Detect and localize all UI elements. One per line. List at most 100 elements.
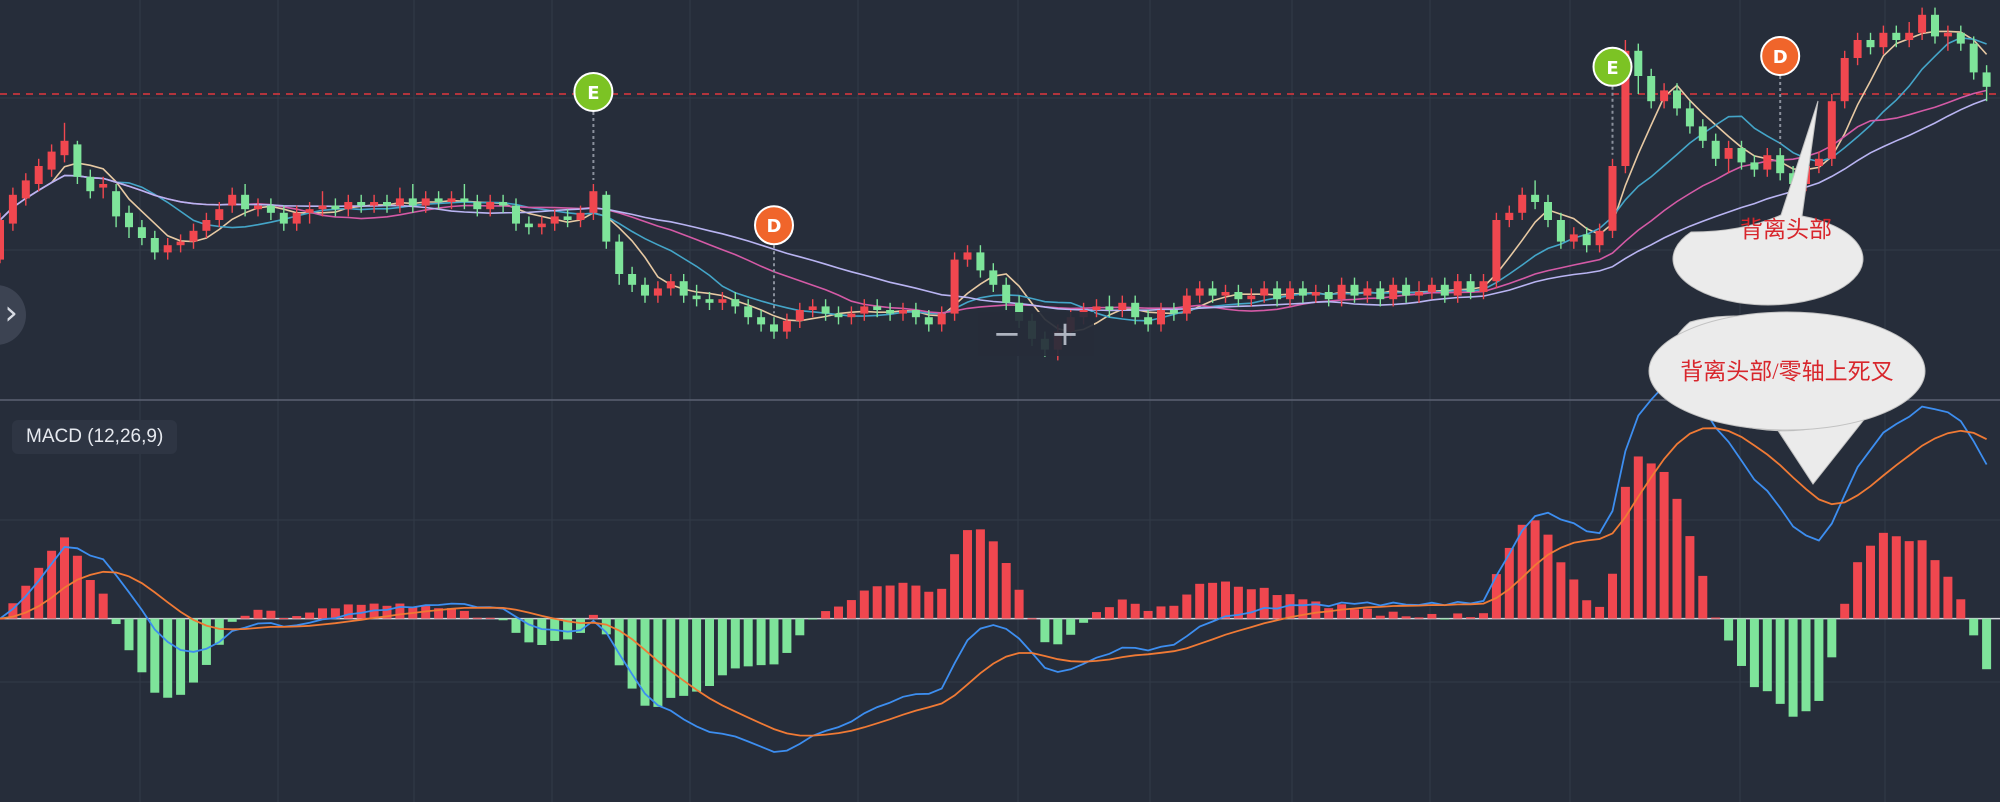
- candle-body: [615, 241, 624, 274]
- candle-body: [1221, 292, 1230, 296]
- macd-histogram-bar: [356, 604, 366, 619]
- macd-histogram-bar: [924, 591, 934, 619]
- candle-body: [1853, 40, 1862, 58]
- macd-histogram-bar: [1324, 608, 1334, 619]
- macd-histogram-bar: [1853, 562, 1863, 619]
- macd-histogram-bar: [111, 618, 121, 625]
- signal-markers[interactable]: E D E D: [573, 36, 1801, 314]
- candle-body: [254, 205, 262, 210]
- candle-body: [821, 306, 830, 314]
- macd-histogram-bar: [1569, 579, 1579, 619]
- candle-body: [744, 306, 753, 318]
- macd-histogram-bar: [1285, 594, 1295, 619]
- macd-histogram-bar: [227, 618, 237, 622]
- candle-body: [1389, 284, 1398, 300]
- macd-indicator-label[interactable]: MACD (12,26,9): [12, 420, 178, 454]
- macd-histogram-bar: [1762, 618, 1772, 692]
- macd-histogram-bar: [1195, 583, 1205, 619]
- candle-body: [86, 176, 95, 192]
- callout-text-2: 背离头部/零轴上死叉: [1680, 359, 1893, 384]
- candle-body: [950, 259, 959, 314]
- macd-histogram-bar: [1040, 618, 1050, 643]
- candle-body: [331, 205, 340, 210]
- macd-histogram-bar: [434, 608, 444, 619]
- macd-histogram-bar: [1582, 600, 1592, 619]
- macd-histogram-bar: [1182, 594, 1192, 619]
- zoom-in-button[interactable]: +: [1050, 314, 1080, 354]
- candle-body: [899, 310, 907, 314]
- candle-body: [34, 166, 43, 184]
- macd-histogram-bar: [1479, 613, 1488, 619]
- macd-histogram-bar: [1633, 456, 1643, 619]
- macd-histogram-bar: [730, 618, 740, 669]
- chevron-right-icon: ›: [4, 293, 18, 333]
- candle-body: [524, 223, 533, 228]
- candle-body: [292, 212, 301, 224]
- macd-histogram-bar: [421, 606, 431, 619]
- candle-body: [1711, 140, 1720, 159]
- candle-body: [1131, 302, 1140, 318]
- macd-histogram-bar: [1259, 587, 1269, 619]
- macd-histogram-bar: [1453, 613, 1463, 619]
- candle-body: [1415, 292, 1423, 296]
- macd-histogram-bar: [537, 618, 547, 645]
- signal-marker-e[interactable]: [1592, 46, 1633, 87]
- macd-histogram-bar: [614, 618, 624, 666]
- macd-histogram-bar: [988, 541, 998, 619]
- signal-marker-d[interactable]: [754, 205, 794, 246]
- candle-body: [1673, 90, 1681, 109]
- candle-body: [176, 241, 185, 246]
- candle-body: [357, 202, 366, 206]
- zoom-out-button[interactable]: −: [992, 314, 1022, 354]
- candle-body: [1466, 281, 1475, 292]
- candle-body: [460, 198, 469, 202]
- candle-body: [112, 191, 121, 217]
- candle-body: [911, 310, 920, 318]
- candle-body: [1350, 284, 1359, 296]
- macd-histogram-bar: [1014, 589, 1024, 619]
- candle-body: [163, 245, 172, 253]
- macd-histogram-bar: [821, 611, 831, 619]
- macd-histogram-bar: [240, 615, 250, 619]
- candle-body: [834, 313, 843, 318]
- macd-histogram-bar: [563, 618, 573, 640]
- macd-histogram-bar: [201, 618, 211, 665]
- candle-body: [473, 202, 482, 210]
- macd-histogram-bar: [1066, 618, 1076, 635]
- candle-body: [576, 212, 585, 220]
- macd-histogram-bar: [85, 580, 95, 619]
- macd-histogram-bar: [447, 608, 456, 619]
- candle-body: [1647, 76, 1656, 102]
- macd-histogram-bar: [756, 618, 766, 666]
- macd-histogram-bar: [717, 618, 727, 676]
- candle-body: [1827, 101, 1836, 159]
- candle-body: [924, 317, 933, 325]
- macd-histogram-bar: [98, 593, 108, 619]
- candle-body: [1879, 32, 1888, 48]
- macd-histogram-bar: [692, 618, 702, 692]
- macd-histogram-bar: [1053, 618, 1063, 645]
- candle-body: [1956, 32, 1965, 44]
- macd-histogram-bar: [1233, 586, 1243, 619]
- candle-body: [305, 209, 314, 213]
- macd-histogram-bar: [1969, 618, 1979, 636]
- candle-body: [1402, 284, 1411, 296]
- macd-histogram-bar: [1440, 618, 1450, 620]
- macd-histogram-bar: [1737, 618, 1746, 666]
- candle-body: [1685, 108, 1694, 127]
- candle-body: [1569, 234, 1578, 242]
- candle-body: [1866, 40, 1875, 48]
- candle-body: [757, 317, 766, 325]
- macd-histogram-bar: [1427, 613, 1437, 619]
- macd-histogram-bar: [1414, 617, 1424, 619]
- macd-histogram-bar: [588, 614, 598, 619]
- macd-histogram-bar: [253, 609, 263, 619]
- signal-marker-d[interactable]: [1760, 36, 1801, 76]
- signal-marker-e[interactable]: [573, 72, 614, 112]
- macd-histogram-bar: [666, 618, 676, 698]
- candle-body: [782, 320, 791, 332]
- signal-label: D: [1773, 47, 1788, 68]
- macd-histogram-bar: [1956, 599, 1966, 619]
- macd-histogram-bar: [1169, 605, 1179, 619]
